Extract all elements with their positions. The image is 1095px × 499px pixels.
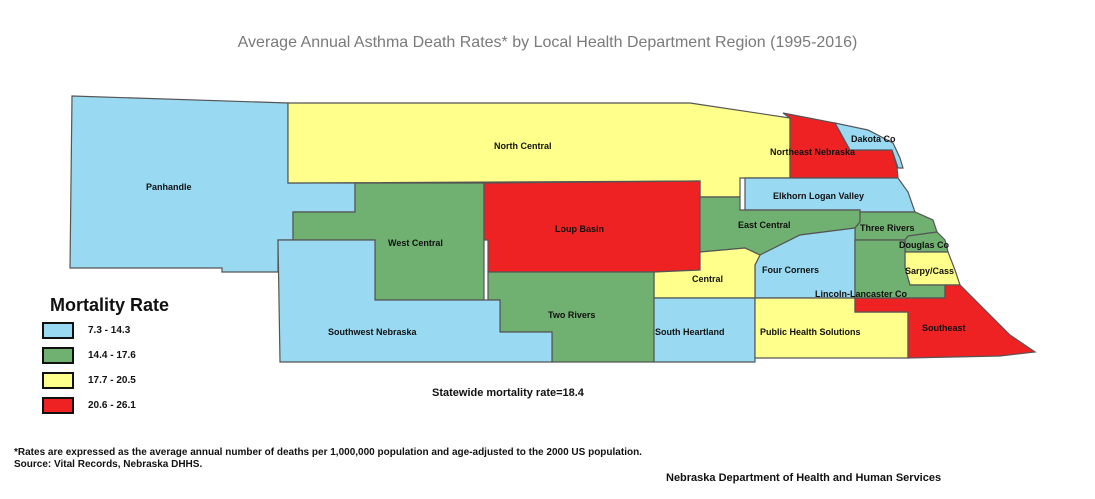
legend-item: 14.4 - 17.6 [42, 346, 136, 364]
label-sarpy-cass: Sarpy/Cass [905, 266, 954, 276]
region-south-heartland[interactable] [653, 297, 756, 363]
label-lincoln-lancaster-co: Lincoln-Lancaster Co [815, 289, 908, 299]
label-douglas-co: Douglas Co [899, 240, 950, 250]
label-two-rivers: Two Rivers [548, 310, 595, 320]
label-panhandle: Panhandle [146, 182, 192, 192]
label-south-heartland: South Heartland [655, 327, 725, 337]
statewide-rate: Statewide mortality rate=18.4 [432, 387, 584, 399]
legend-item: 20.6 - 26.1 [42, 396, 136, 414]
legend-swatch [42, 346, 74, 364]
legend-item: 7.3 - 14.3 [42, 321, 130, 339]
region-southwest-nebraska[interactable] [277, 239, 553, 363]
legend-swatch [42, 396, 74, 414]
legend-title: Mortality Rate [50, 295, 170, 315]
label-loup-basin: Loup Basin [555, 224, 604, 234]
region-north-central[interactable] [287, 102, 791, 198]
label-southeast: Southeast [922, 323, 966, 333]
label-central: Central [692, 274, 723, 284]
source-line: Source: Vital Records, Nebraska DHHS. [14, 459, 203, 470]
label-public-health-solutions: Public Health Solutions [760, 327, 861, 337]
label-elkhorn-logan-valley: Elkhorn Logan Valley [773, 191, 864, 201]
legend-label: 14.4 - 17.6 [88, 349, 136, 361]
footnote-line: *Rates are expressed as the average annu… [14, 447, 642, 458]
label-northeast-nebraska: Northeast Nebraska [770, 147, 856, 157]
legend-label: 20.6 - 26.1 [88, 399, 136, 411]
footnote: *Rates are expressed as the average annu… [14, 447, 642, 471]
legend-item: 17.7 - 20.5 [42, 371, 136, 389]
map-title: Average Annual Asthma Death Rates* by Lo… [237, 34, 858, 51]
label-east-central: East Central [738, 220, 791, 230]
label-four-corners: Four Corners [762, 265, 819, 275]
legend-swatch [42, 321, 74, 339]
label-north-central: North Central [494, 141, 552, 151]
legend-label: 7.3 - 14.3 [88, 324, 131, 336]
legend-swatch [42, 371, 74, 389]
label-dakota-co: Dakota Co [851, 134, 896, 144]
label-three-rivers: Three Rivers [860, 223, 915, 233]
label-west-central: West Central [388, 238, 443, 248]
legend-label: 17.7 - 20.5 [88, 374, 136, 386]
label-southwest-nebraska: Southwest Nebraska [328, 327, 418, 337]
region-southeast[interactable] [854, 284, 1037, 359]
region-dakota-co[interactable] [833, 122, 904, 169]
agency-credit: Nebraska Department of Health and Human … [666, 472, 942, 484]
